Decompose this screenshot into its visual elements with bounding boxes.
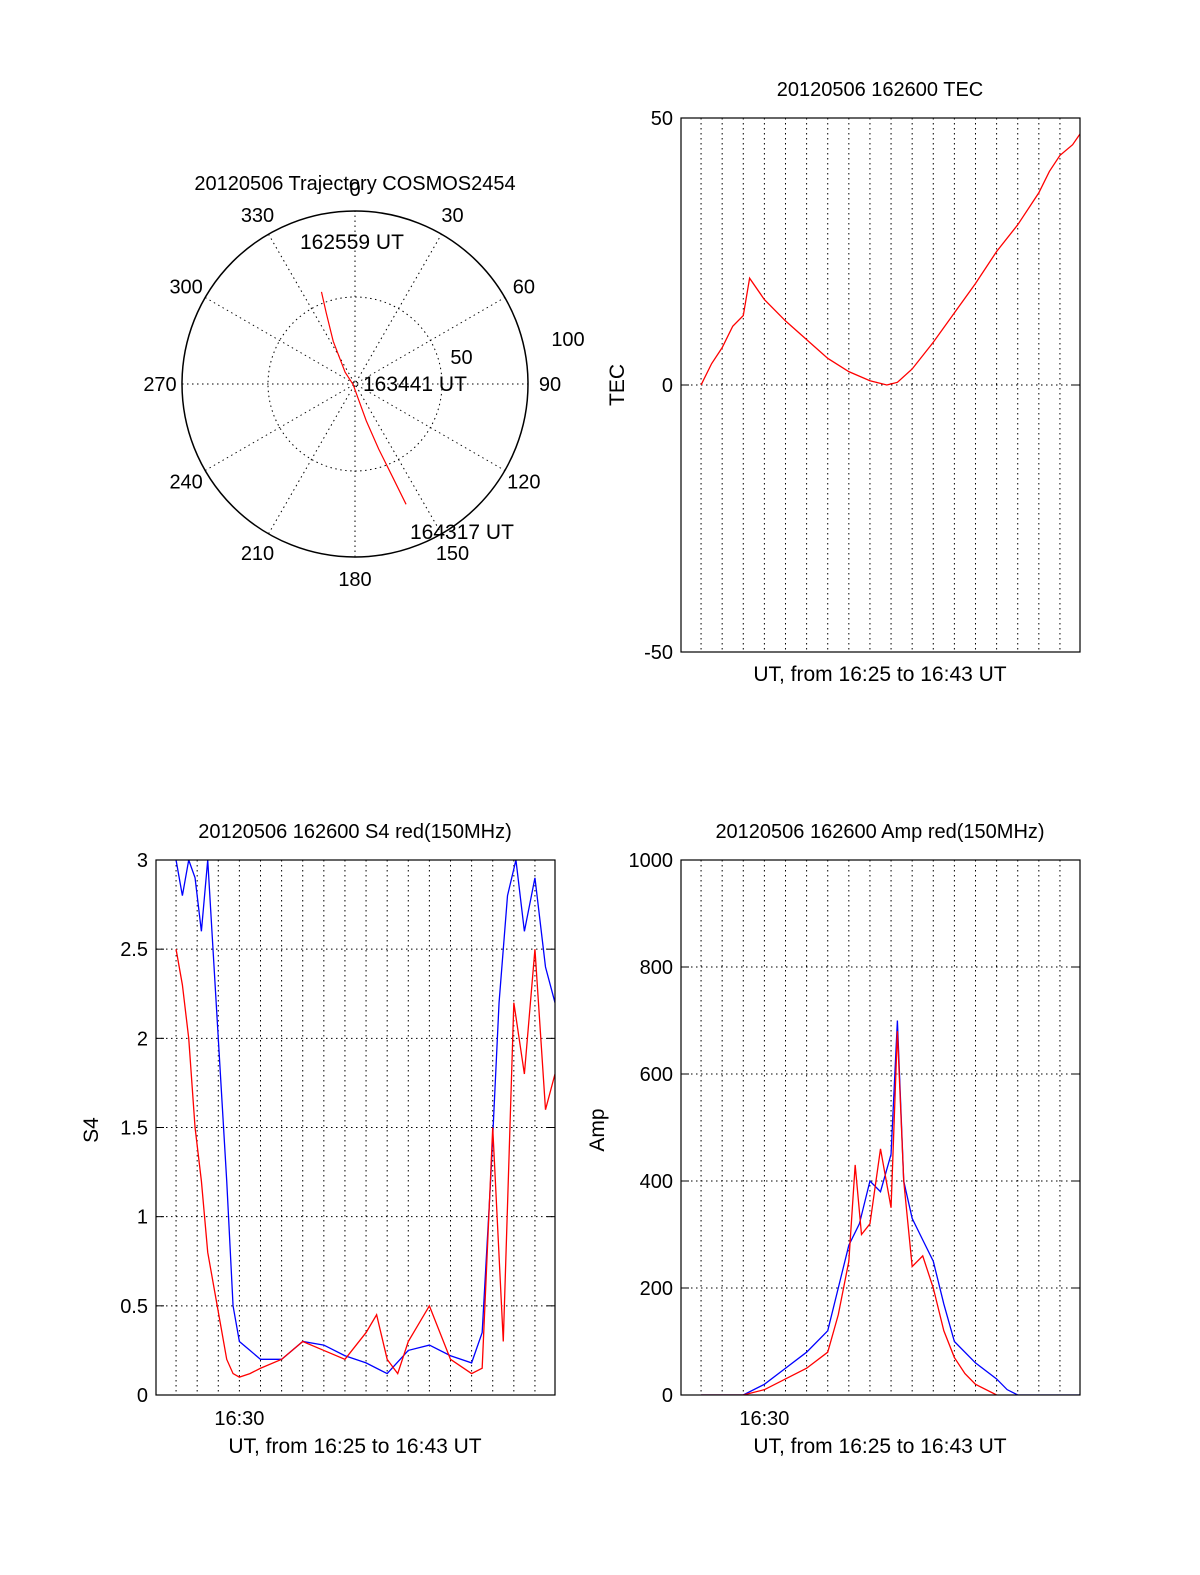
trajectory-radial-label: 100	[551, 329, 584, 351]
s4-x-axis-label: UT, from 16:25 to 16:43 UT	[228, 1435, 481, 1458]
trajectory-title: 20120506 Trajectory COSMOS2454	[194, 173, 515, 195]
amp-x-ticks: 16:30	[739, 1408, 789, 1430]
trajectory-angle-labels: 0 30 60 90 120 150 180 210 240 270 300 330	[143, 179, 561, 591]
s4-y-tick-label: 1.5	[120, 1118, 148, 1140]
amp-y-tick-label: 200	[640, 1278, 673, 1300]
s4-y-tick-label: 2.5	[120, 939, 148, 961]
tec-y-ticks: 50 0 -50	[644, 108, 1080, 664]
trajectory-angle-label: 270	[143, 374, 176, 396]
trajectory-angle-label: 300	[169, 277, 202, 299]
amp-x-axis-label: UT, from 16:25 to 16:43 UT	[753, 1435, 1006, 1458]
amp-y-tick-label: 600	[640, 1064, 673, 1086]
tec-x-axis-label: UT, from 16:25 to 16:43 UT	[753, 663, 1006, 686]
trajectory-angle-label: 60	[513, 277, 535, 299]
s4-x-tick-label: 16:30	[214, 1408, 264, 1430]
amp-plot-frame	[680, 859, 1081, 1396]
amp-y-tick-label: 800	[640, 957, 673, 979]
trajectory-radial-labels: 50 100	[450, 329, 584, 369]
tec-grid	[681, 118, 1080, 652]
trajectory-angle-label: 90	[539, 374, 561, 396]
trajectory-angle-label: 150	[436, 543, 469, 565]
tec-y-axis-label: TEC	[606, 364, 629, 406]
amp-y-tick-label: 400	[640, 1171, 673, 1193]
s4-y-tick-label: 0	[137, 1385, 148, 1407]
amp-x-tick-label: 16:30	[739, 1408, 789, 1430]
trajectory-angle-label: 240	[169, 472, 202, 494]
amp-grid	[681, 860, 1080, 1395]
s4-y-tick-label: 1	[137, 1207, 148, 1229]
tec-panel: 20120506 162600 TEC 50 0 -50 UT, from 16:2…	[606, 79, 1081, 686]
trajectory-angle-label: 30	[441, 205, 463, 227]
trajectory-series	[320, 291, 407, 505]
amp-panel: 20120506 162600 Amp red(150MHz) 0 200 400 6…	[586, 821, 1081, 1458]
s4-title: 20120506 162600 S4 red(150MHz)	[198, 821, 512, 843]
trajectory-angle-label: 210	[241, 543, 274, 565]
tec-y-tick-label: 0	[662, 375, 673, 397]
amp-y-axis-label: Amp	[586, 1108, 609, 1151]
trajectory-time-annotation: 162559 UT	[300, 231, 404, 254]
tec-series	[700, 133, 1080, 386]
trajectory-angle-label: 0	[349, 179, 360, 201]
trajectory-ring-inner	[267, 296, 443, 472]
amp-y-ticks: 0 200 400 600 800 1000	[629, 850, 1080, 1407]
tec-y-tick-label: 50	[651, 108, 673, 130]
amp-title: 20120506 162600 Amp red(150MHz)	[715, 821, 1044, 843]
trajectory-outer-circle	[181, 210, 529, 558]
trajectory-angle-label: 180	[338, 569, 371, 591]
s4-y-ticks: 0 0.5 1 1.5 2 2.5 3	[120, 850, 555, 1407]
tec-title: 20120506 162600 TEC	[777, 79, 983, 101]
s4-y-tick-label: 2	[137, 1028, 148, 1050]
s4-y-tick-label: 3	[137, 850, 148, 872]
trajectory-time-annotation: 163441 UT	[363, 373, 467, 396]
amp-y-tick-label: 1000	[629, 850, 674, 872]
trajectory-grid	[182, 211, 528, 557]
tec-y-tick-label: -50	[644, 642, 673, 664]
s4-plot-frame	[155, 859, 556, 1396]
trajectory-angle-label: 330	[241, 205, 274, 227]
s4-y-axis-label: S4	[80, 1117, 103, 1143]
amp-y-tick-label: 0	[662, 1385, 673, 1407]
s4-grid	[156, 860, 555, 1395]
trajectory-radial-label: 50	[450, 347, 472, 369]
s4-panel: 20120506 162600 S4 red(150MHz) 0 0.5 1 1.5 2…	[80, 821, 556, 1458]
tec-series-line	[700, 133, 1080, 386]
s4-series-line	[175, 949, 555, 1378]
trajectory-line	[320, 291, 407, 505]
s4-y-tick-label: 0.5	[120, 1296, 148, 1318]
tec-plot-frame	[680, 117, 1081, 653]
trajectory-time-annotation: 164317 UT	[410, 521, 514, 544]
s4-series	[175, 860, 555, 1378]
trajectory-panel: 20120506 Trajectory COSMOS2454 0 30 60 90 12…	[143, 173, 584, 591]
amp-series-line	[701, 1031, 997, 1395]
s4-x-ticks: 16:30	[214, 1408, 264, 1430]
s4-series-line	[175, 860, 555, 1375]
amp-series	[701, 1020, 1080, 1395]
trajectory-angle-label: 120	[507, 472, 540, 494]
trajectory-annotations: 162559 UT 163441 UT 164317 UT	[300, 231, 514, 544]
